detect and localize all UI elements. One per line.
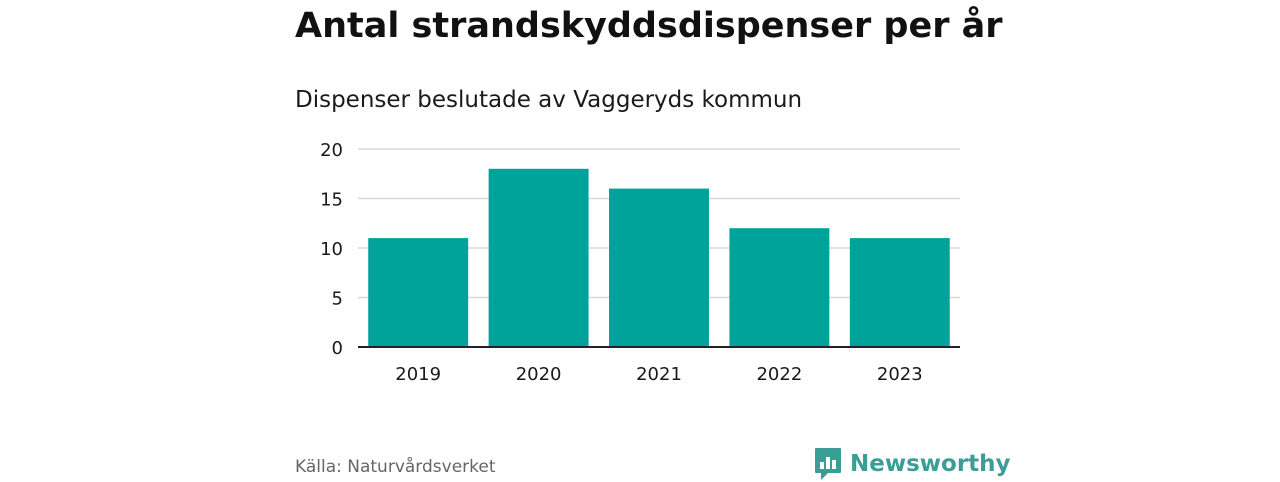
chart-title: Antal strandskyddsdispenser per år [295,6,1003,46]
bar-2023 [849,238,950,347]
y-tick-label: 20 [320,140,343,161]
bar-2022 [729,228,830,347]
bar-2021 [609,188,709,347]
x-tick-label: 2020 [516,364,562,385]
y-tick-label: 5 [332,289,343,310]
bar-chart: 0 5 10 15 20 2019 2020 2021 2022 2023 [320,140,960,385]
x-tick-label: 2022 [756,364,802,385]
bar-2020 [488,168,589,347]
chart-subtitle: Dispenser beslutade av Vaggeryds kommun [295,87,803,113]
axes: 0 5 10 15 20 2019 2020 2021 2022 2023 [320,140,960,385]
x-tick-label: 2019 [395,364,441,385]
y-tick-label: 0 [332,338,343,359]
source-note: Källa: Naturvårdsverket [295,457,496,477]
y-tick-label: 10 [320,239,343,260]
brand-name: Newsworthy [850,451,1011,477]
brand-logo: Newsworthy [814,446,1011,482]
y-tick-label: 15 [320,190,343,211]
bars [368,168,950,347]
bar-chart-speech-bubble-icon [815,448,841,480]
x-tick-label: 2023 [877,364,923,385]
x-tick-label: 2021 [636,364,682,385]
bar-2019 [368,238,469,347]
